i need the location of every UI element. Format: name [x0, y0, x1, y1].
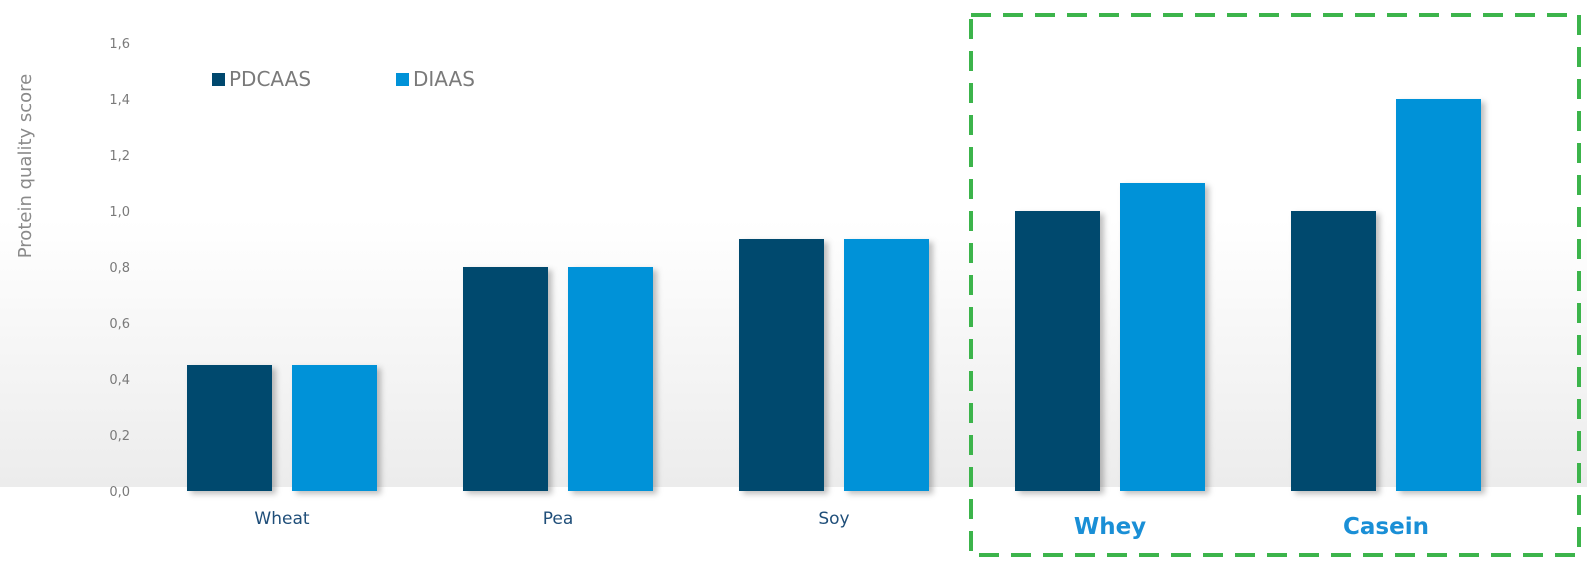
y-tick-label: 0,6: [109, 317, 130, 332]
category-label-whey: Whey: [1074, 514, 1146, 540]
legend-label-pdcaas: PDCAAS: [229, 67, 311, 91]
category-label-soy: Soy: [818, 509, 849, 529]
category-label-casein: Casein: [1343, 514, 1429, 540]
y-tick-label: 0,4: [109, 373, 130, 388]
legend-swatch-pdcaas: [212, 73, 225, 86]
y-axis-title: Protein quality score: [15, 74, 36, 258]
y-tick-label: 1,6: [109, 37, 130, 52]
y-tick-label: 1,2: [109, 149, 130, 164]
legend: PDCAAS DIAAS: [212, 67, 475, 91]
bar-diaas-soy: [844, 239, 929, 491]
y-tick-label: 0,8: [109, 261, 130, 276]
y-tick-label: 1,4: [109, 93, 130, 108]
highlight-box: [969, 13, 1581, 557]
y-tick-label: 0,2: [109, 429, 130, 444]
legend-label-diaas: DIAAS: [413, 67, 475, 91]
bar-diaas-whey: [1120, 183, 1205, 491]
category-label-wheat: Wheat: [254, 509, 309, 529]
category-label-pea: Pea: [543, 509, 574, 529]
bar-pdcaas-soy: [739, 239, 824, 491]
y-tick-label: 0,0: [109, 485, 130, 500]
bars: [187, 99, 1481, 491]
bar-pdcaas-pea: [463, 267, 548, 491]
y-axis-ticks: 0,0 0,2 0,4 0,6 0,8 1,0 1,2 1,4 1,6: [109, 37, 130, 500]
bar-diaas-pea: [568, 267, 653, 491]
bar-diaas-casein: [1396, 99, 1481, 491]
bar-pdcaas-casein: [1291, 211, 1376, 491]
bar-diaas-wheat: [292, 365, 377, 491]
category-labels: Wheat Pea Soy Whey Casein: [254, 509, 1429, 540]
bar-pdcaas-wheat: [187, 365, 272, 491]
bar-pdcaas-whey: [1015, 211, 1100, 491]
legend-swatch-diaas: [396, 73, 409, 86]
y-tick-label: 1,0: [109, 205, 130, 220]
